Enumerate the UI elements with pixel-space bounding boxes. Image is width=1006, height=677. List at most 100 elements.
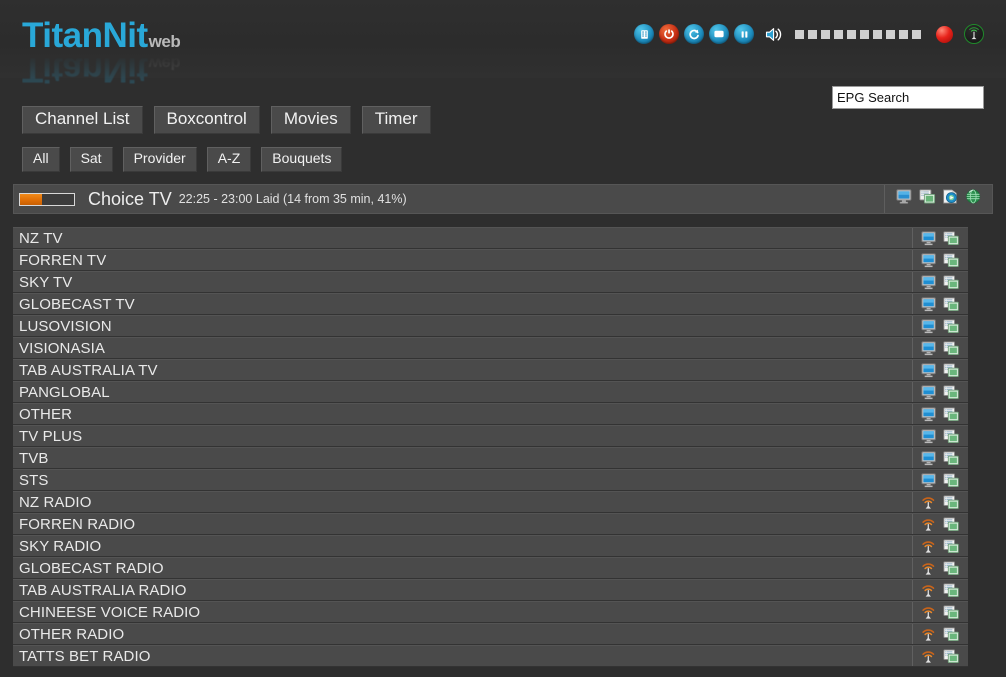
channel-row[interactable]: FORREN TV: [13, 249, 968, 271]
channel-row[interactable]: NZ RADIO: [13, 491, 968, 513]
channel-row[interactable]: OTHER RADIO: [13, 623, 968, 645]
tab-timer[interactable]: Timer: [361, 106, 431, 135]
multi-window-icon[interactable]: [943, 626, 960, 642]
channel-row[interactable]: TAB AUSTRALIA RADIO: [13, 579, 968, 601]
multi-window-icon[interactable]: [943, 296, 960, 312]
monitor-icon[interactable]: [896, 189, 913, 209]
tv-monitor-icon[interactable]: [921, 472, 938, 488]
tv-monitor-icon[interactable]: [921, 252, 938, 268]
multi-window-icon[interactable]: [943, 472, 960, 488]
power-icon[interactable]: [659, 24, 679, 44]
tv-monitor-icon[interactable]: [921, 230, 938, 246]
multi-window-icon[interactable]: [943, 318, 960, 334]
tv-monitor-icon[interactable]: [921, 318, 938, 334]
multi-window-icon[interactable]: [943, 428, 960, 444]
channel-row[interactable]: SKY TV: [13, 271, 968, 293]
logo-main-text-reflection: TitanNit: [22, 50, 148, 89]
radio-antenna-icon[interactable]: [921, 561, 938, 576]
filter-bouquets[interactable]: Bouquets: [261, 147, 343, 172]
keypad-icon[interactable]: [634, 24, 654, 44]
channel-row[interactable]: TV PLUS: [13, 425, 968, 447]
channel-row[interactable]: VISIONASIA: [13, 337, 968, 359]
pause-icon[interactable]: [734, 24, 754, 44]
channel-row[interactable]: STS: [13, 469, 968, 491]
filter-a-z[interactable]: A-Z: [206, 147, 252, 172]
volume-bar[interactable]: [847, 29, 856, 39]
tab-channel-list[interactable]: Channel List: [22, 106, 143, 135]
tv-monitor-icon[interactable]: [921, 362, 938, 378]
channel-row[interactable]: NZ TV: [13, 227, 968, 249]
volume-bar[interactable]: [873, 29, 882, 39]
multi-window-icon[interactable]: [919, 189, 936, 209]
multi-window-icon[interactable]: [943, 340, 960, 356]
volume-bar[interactable]: [821, 29, 830, 39]
globe-icon[interactable]: [965, 189, 982, 209]
channel-row[interactable]: FORREN RADIO: [13, 513, 968, 535]
channel-name: TVB: [19, 449, 49, 467]
channel-row[interactable]: OTHER: [13, 403, 968, 425]
multi-window-icon[interactable]: [943, 450, 960, 466]
multi-window-icon[interactable]: [943, 252, 960, 268]
logo-text: TitanNitweb: [22, 18, 181, 53]
radio-antenna-icon[interactable]: [921, 495, 938, 510]
current-program-info: 22:25 - 23:00 Laid (14 from 35 min, 41%): [178, 192, 407, 206]
volume-bar[interactable]: [860, 29, 869, 39]
radio-antenna-icon[interactable]: [921, 539, 938, 554]
tv-monitor-icon[interactable]: [921, 340, 938, 356]
filter-all[interactable]: All: [22, 147, 60, 172]
multi-window-icon[interactable]: [943, 230, 960, 246]
multi-window-icon[interactable]: [943, 648, 960, 664]
epg-search-input[interactable]: [832, 86, 984, 109]
screen-icon[interactable]: [709, 24, 729, 44]
channel-row[interactable]: CHINEESE VOICE RADIO: [13, 601, 968, 623]
radio-antenna-icon[interactable]: [921, 605, 938, 620]
multi-window-icon[interactable]: [943, 494, 960, 510]
volume-bar[interactable]: [795, 29, 804, 39]
volume-bar[interactable]: [834, 29, 843, 39]
volume-bar[interactable]: [899, 29, 908, 39]
channel-row-actions: [912, 514, 968, 534]
filter-sat[interactable]: Sat: [69, 147, 113, 172]
channel-row[interactable]: LUSOVISION: [13, 315, 968, 337]
channel-row[interactable]: PANGLOBAL: [13, 381, 968, 403]
channel-row[interactable]: GLOBECAST RADIO: [13, 557, 968, 579]
radio-antenna-icon[interactable]: [921, 583, 938, 598]
radio-antenna-icon[interactable]: [921, 649, 938, 664]
multi-window-icon[interactable]: [943, 516, 960, 532]
signal-antenna-icon[interactable]: [964, 24, 984, 44]
tv-monitor-icon[interactable]: [921, 296, 938, 312]
channel-row[interactable]: TVB: [13, 447, 968, 469]
filter-provider[interactable]: Provider: [122, 147, 197, 172]
multi-window-icon[interactable]: [943, 604, 960, 620]
tv-monitor-icon[interactable]: [921, 450, 938, 466]
multi-window-icon[interactable]: [943, 274, 960, 290]
tab-movies[interactable]: Movies: [270, 106, 351, 135]
volume-bar[interactable]: [912, 29, 921, 39]
speaker-icon[interactable]: [765, 26, 784, 43]
channel-row-actions: [912, 426, 968, 446]
media-disc-icon[interactable]: [942, 189, 959, 209]
tv-monitor-icon[interactable]: [921, 428, 938, 444]
multi-window-icon[interactable]: [943, 538, 960, 554]
radio-antenna-icon[interactable]: [921, 627, 938, 642]
refresh-icon[interactable]: [684, 24, 704, 44]
tab-boxcontrol[interactable]: Boxcontrol: [153, 106, 260, 135]
volume-level-bars[interactable]: [795, 29, 921, 39]
app-logo: TitanNitweb TitanNitweb: [22, 12, 362, 89]
tv-monitor-icon[interactable]: [921, 406, 938, 422]
channel-row[interactable]: TAB AUSTRALIA TV: [13, 359, 968, 381]
record-dot-icon[interactable]: [936, 25, 953, 43]
volume-bar[interactable]: [808, 29, 817, 39]
multi-window-icon[interactable]: [943, 406, 960, 422]
channel-row[interactable]: SKY RADIO: [13, 535, 968, 557]
tv-monitor-icon[interactable]: [921, 384, 938, 400]
multi-window-icon[interactable]: [943, 582, 960, 598]
multi-window-icon[interactable]: [943, 560, 960, 576]
channel-row[interactable]: GLOBECAST TV: [13, 293, 968, 315]
tv-monitor-icon[interactable]: [921, 274, 938, 290]
channel-row[interactable]: TATTS BET RADIO: [13, 645, 968, 667]
radio-antenna-icon[interactable]: [921, 517, 938, 532]
volume-bar[interactable]: [886, 29, 895, 39]
multi-window-icon[interactable]: [943, 384, 960, 400]
multi-window-icon[interactable]: [943, 362, 960, 378]
